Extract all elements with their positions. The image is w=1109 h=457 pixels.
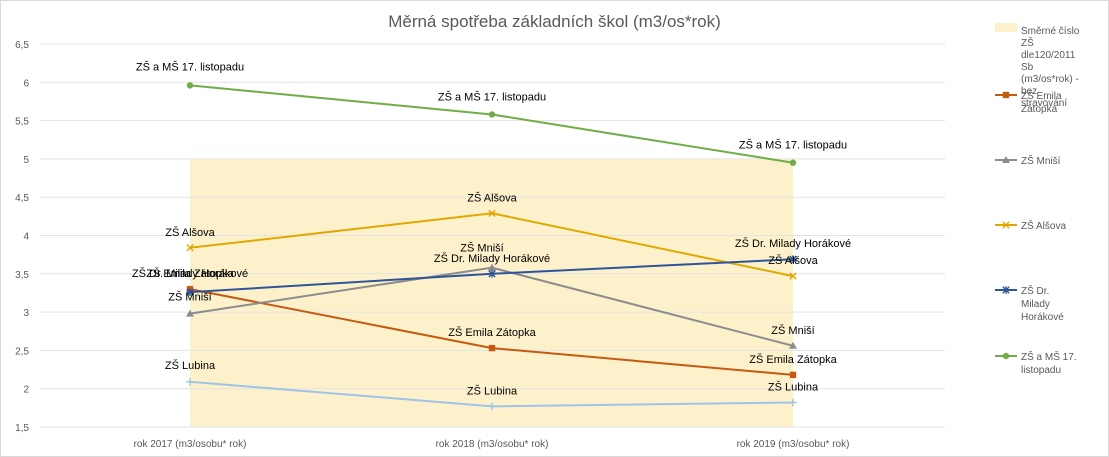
data-label-zs-emila-zatopka: ZŠ Emila Zátopka bbox=[448, 326, 536, 339]
data-label-zs-dr-milady-horakove: ZŠ Dr. Milady Horákové bbox=[132, 267, 248, 280]
legend-label-zs-mnisi: ZŠ Mniší bbox=[1021, 154, 1061, 167]
data-point-zs-lubina bbox=[488, 402, 496, 411]
data-point-zs-dr-milady-horakove bbox=[789, 255, 797, 264]
data-label-zs-lubina: ZŠ Lubina bbox=[165, 359, 216, 372]
data-point-zs-a-ms-17-listopadu bbox=[789, 159, 797, 166]
y-tick-label: 4 bbox=[23, 232, 29, 243]
legend-label-band: Směrné číslo ZŠ dle120/2011 Sb (m3/os*rok) -… bbox=[1021, 26, 1080, 109]
y-tick-label: 5,5 bbox=[15, 117, 29, 128]
data-point-zs-dr-milady-horakove bbox=[186, 288, 194, 296]
y-tick-label: 3,5 bbox=[15, 270, 29, 281]
data-point-zs-mnisi bbox=[488, 263, 496, 271]
data-point-zs-emila-zatopka bbox=[488, 344, 496, 352]
data-label-zs-alsova: ZŠ Alšova bbox=[467, 191, 517, 204]
data-point-zs-alsova bbox=[789, 272, 797, 280]
legend-marker-zs-dr-milady-horakove bbox=[1002, 286, 1010, 294]
y-tick-label: 1,5 bbox=[15, 423, 29, 434]
y-tick-label: 3 bbox=[23, 308, 29, 319]
y-tick-label: 6,5 bbox=[15, 40, 29, 51]
data-label-zs-a-ms-17-listopadu: ZŠ a MŠ 17. listopadu bbox=[438, 90, 546, 103]
data-label-zs-alsova: ZŠ Alšova bbox=[768, 254, 818, 267]
data-point-zs-a-ms-17-listopadu bbox=[186, 82, 194, 89]
legend-marker-zs-emila-zatopka bbox=[1002, 91, 1010, 99]
y-tick-label: 4,5 bbox=[15, 193, 29, 204]
data-point-zs-a-ms-17-listopadu bbox=[488, 111, 496, 118]
legend-label-zs-a-ms-17-listopadu: ZŠ a MŠ 17. listopadu bbox=[1021, 350, 1077, 376]
data-point-zs-mnisi bbox=[186, 309, 194, 317]
chart-title: Měrná spotřeba základních škol (m3/os*ro… bbox=[388, 12, 721, 31]
x-tick-label: rok 2019 (m3/osobu* rok) bbox=[737, 439, 850, 450]
y-tick-label: 2,5 bbox=[15, 346, 29, 357]
data-label-zs-lubina: ZŠ Lubina bbox=[768, 380, 819, 393]
legend-label-zs-alsova: ZŠ Alšova bbox=[1021, 219, 1066, 232]
legend-marker-zs-mnisi bbox=[1002, 156, 1010, 163]
data-point-zs-dr-milady-horakove bbox=[488, 270, 496, 278]
data-label-zs-mnisi: ZŠ Mniší bbox=[168, 291, 211, 304]
data-label-zs-mnisi: ZŠ Mniší bbox=[460, 242, 503, 255]
legend-marker-zs-alsova bbox=[1002, 221, 1010, 229]
legend-label-zs-dr-milady-horakove: ZŠ Dr. Milady Horákové bbox=[1021, 284, 1064, 323]
legend-swatch-band bbox=[995, 23, 1017, 32]
data-label-zs-a-ms-17-listopadu: ZŠ a MŠ 17. listopadu bbox=[136, 60, 244, 73]
data-label-zs-dr-milady-horakove: ZŠ Dr. Milady Horákové bbox=[735, 237, 851, 250]
data-label-zs-emila-zatopka: ZŠ Emila Zátopka bbox=[146, 267, 234, 280]
data-label-zs-emila-zatopka: ZŠ Emila Zátopka bbox=[749, 353, 837, 366]
data-label-zs-alsova: ZŠ Alšova bbox=[165, 226, 215, 239]
data-label-zs-a-ms-17-listopadu: ZŠ a MŠ 17. listopadu bbox=[739, 139, 847, 152]
data-point-zs-lubina bbox=[789, 398, 797, 407]
data-point-zs-mnisi bbox=[789, 341, 797, 349]
x-tick-label: rok 2018 (m3/osobu* rok) bbox=[436, 439, 549, 450]
y-tick-label: 2 bbox=[23, 385, 29, 396]
y-tick-label: 5 bbox=[23, 155, 29, 166]
target-band bbox=[190, 158, 793, 427]
data-point-zs-alsova bbox=[186, 244, 194, 252]
data-point-zs-emila-zatopka bbox=[789, 371, 797, 379]
data-label-zs-mnisi: ZŠ Mniší bbox=[771, 324, 814, 337]
legend-marker-zs-a-ms-17-listopadu bbox=[1002, 352, 1010, 360]
legend-label-zs-emila-zatopka: ZŠ Emila Zátopka bbox=[1021, 89, 1062, 115]
data-label-zs-dr-milady-horakove: ZŠ Dr. Milady Horákové bbox=[434, 252, 550, 265]
x-tick-label: rok 2017 (m3/osobu* rok) bbox=[134, 439, 247, 450]
data-label-zs-lubina: ZŠ Lubina bbox=[467, 384, 518, 397]
data-point-zs-lubina bbox=[186, 378, 194, 386]
y-tick-label: 6 bbox=[23, 78, 29, 89]
data-point-zs-alsova bbox=[488, 209, 496, 217]
